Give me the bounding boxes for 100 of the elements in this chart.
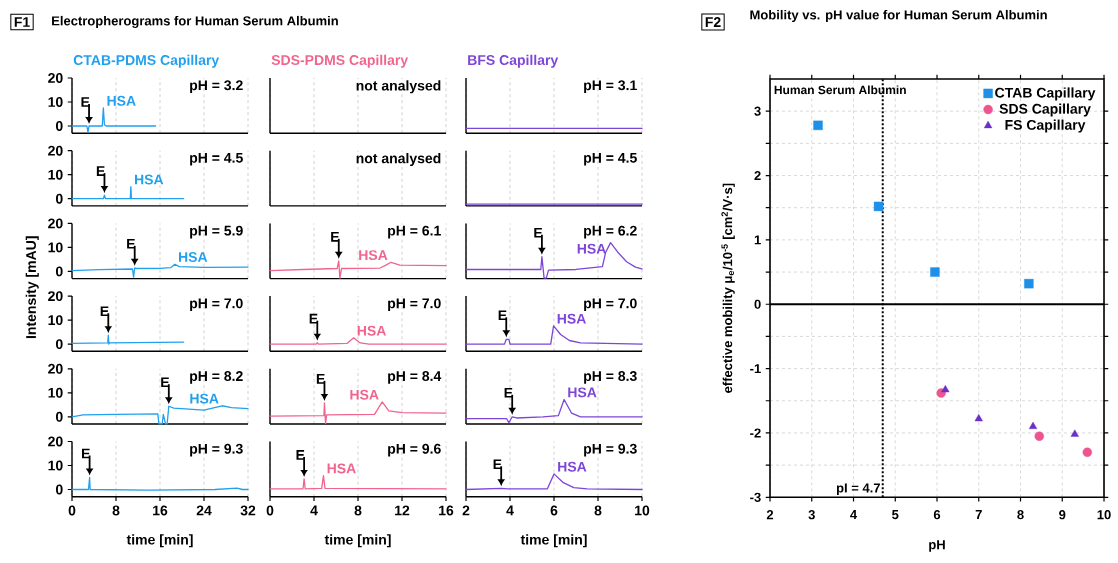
point bbox=[930, 267, 940, 277]
x-tick-label: 4 bbox=[850, 510, 858, 520]
x-tick-label: 7 bbox=[975, 510, 982, 520]
ref-line-label: pI = 4.7 bbox=[836, 483, 880, 496]
annotation: pH = 9.3 bbox=[190, 443, 243, 457]
x-tick-label: 2 bbox=[462, 505, 470, 516]
x-tick-label: 9 bbox=[1059, 510, 1066, 520]
y-tick-label: 0 bbox=[55, 484, 63, 495]
annotation: Human Serum Albumin bbox=[774, 85, 906, 95]
y-tick-label: -1 bbox=[750, 364, 761, 374]
annotation: pH = 5.9 bbox=[190, 225, 243, 239]
annotation: pH = 4.5 bbox=[584, 153, 637, 166]
y-tick-label: 0 bbox=[55, 121, 63, 131]
legend-label: FS Capillary bbox=[1005, 119, 1086, 133]
y-tick-label: -3 bbox=[750, 492, 761, 502]
chart-title: CTAB-PDMS Capillary bbox=[73, 54, 220, 68]
x-tick-label: 12 bbox=[395, 505, 410, 516]
point bbox=[974, 414, 983, 422]
y-tick-label: 0 bbox=[754, 299, 761, 309]
line-series bbox=[71, 107, 157, 133]
y-tick-label: 20 bbox=[48, 218, 63, 229]
x-tick-label: 24 bbox=[196, 505, 212, 516]
annotation: HSA bbox=[359, 250, 388, 261]
x-tick-label: 32 bbox=[240, 505, 256, 516]
y-tick-label: 0 bbox=[55, 193, 63, 204]
y-tick-label: 10 bbox=[48, 169, 63, 180]
annotation: HSA bbox=[557, 313, 586, 324]
x-tick-label: 3 bbox=[808, 510, 815, 520]
annotation: pH = 9.6 bbox=[388, 443, 441, 457]
y-tick-label: 2 bbox=[754, 170, 761, 181]
x-axis-title: time [min] bbox=[324, 534, 391, 548]
point bbox=[873, 201, 884, 212]
chart-title: BFS Capillary bbox=[468, 54, 559, 68]
text: Electropherograms for Human Serum Albumin bbox=[52, 15, 338, 29]
y-tick-label: 10 bbox=[48, 315, 63, 326]
annotation: HSA bbox=[558, 461, 587, 472]
annotation: E bbox=[96, 166, 105, 176]
y-tick-label: 10 bbox=[48, 242, 63, 253]
x-tick-label: 6 bbox=[550, 505, 558, 516]
annotation: HSA bbox=[107, 95, 136, 106]
annotation: E bbox=[534, 227, 543, 238]
annotation: E bbox=[127, 238, 135, 249]
x-tick-label: 8 bbox=[1017, 510, 1024, 520]
chart-title: SDS-PDMS Capillary bbox=[271, 54, 409, 68]
annotation: pH = 6.1 bbox=[388, 225, 441, 239]
point bbox=[813, 120, 823, 131]
legend-label: CTAB Capillary bbox=[995, 87, 1096, 101]
annotation: HSA bbox=[357, 325, 386, 336]
y-tick-label: 0 bbox=[55, 339, 63, 350]
annotation: pH = 3.1 bbox=[584, 80, 637, 93]
annotation: pH = 7.0 bbox=[584, 298, 637, 312]
annotation: E bbox=[82, 448, 90, 459]
point bbox=[1034, 431, 1044, 441]
text: F1 bbox=[14, 17, 30, 27]
x-tick-label: 5 bbox=[892, 510, 899, 520]
annotation: pH = 6.2 bbox=[584, 225, 637, 239]
annotation: E bbox=[296, 450, 305, 460]
x-tick-label: 4 bbox=[310, 505, 318, 516]
x-tick-label: 4 bbox=[506, 505, 514, 516]
y-tick-label: 0 bbox=[55, 411, 63, 422]
annotation: not analysed bbox=[356, 80, 441, 94]
annotation: E bbox=[81, 97, 90, 107]
x-tick-label: 2 bbox=[766, 510, 774, 520]
point bbox=[941, 385, 950, 393]
y-tick-label: 10 bbox=[48, 460, 63, 471]
chart-title: Mobility vs. pH value for Human Serum Albumin bbox=[750, 9, 1047, 23]
annotation: pH = 8.3 bbox=[584, 371, 637, 384]
point bbox=[1070, 429, 1079, 437]
point bbox=[1028, 421, 1038, 429]
annotation: pH = 9.3 bbox=[584, 443, 637, 457]
y-tick-label: 20 bbox=[48, 363, 63, 374]
annotation: pH = 3.2 bbox=[190, 80, 243, 93]
y-tick-label: 3 bbox=[754, 106, 761, 116]
text: F2 bbox=[705, 17, 721, 27]
y-tick-label: 20 bbox=[48, 73, 63, 83]
y-tick-label: 10 bbox=[48, 97, 63, 107]
annotation: HSA bbox=[179, 252, 208, 262]
y-axis-title: effective mobility μ$_{e}$/10$^{-5}$ [cm$^{2}$/V·s] bbox=[721, 183, 735, 393]
x-tick-label: 16 bbox=[439, 505, 454, 516]
annotation: pH = 8.2 bbox=[190, 371, 243, 384]
y-tick-label: 20 bbox=[48, 291, 63, 302]
annotation: pH = 7.0 bbox=[388, 298, 441, 312]
x-tick-label: 8 bbox=[594, 505, 602, 516]
annotation: HSA bbox=[135, 174, 164, 185]
x-axis-title: time [min] bbox=[126, 534, 193, 548]
annotation: E bbox=[100, 306, 109, 317]
x-tick-label: 8 bbox=[354, 505, 362, 516]
x-tick-label: 10 bbox=[1097, 510, 1111, 520]
point bbox=[1082, 447, 1093, 457]
x-tick-label: 0 bbox=[68, 505, 76, 516]
y-tick-label: 0 bbox=[55, 266, 63, 277]
x-tick-label: 10 bbox=[635, 505, 650, 516]
annotation: E bbox=[493, 459, 502, 470]
y-tick-label: 1 bbox=[754, 235, 761, 245]
annotation: pH = 4.5 bbox=[190, 153, 243, 166]
annotation: E bbox=[161, 377, 170, 388]
annotation: not analysed bbox=[356, 153, 441, 167]
annotation: HSA bbox=[577, 243, 606, 254]
y-tick-label: 10 bbox=[48, 387, 63, 398]
x-tick-label: 6 bbox=[933, 510, 941, 520]
